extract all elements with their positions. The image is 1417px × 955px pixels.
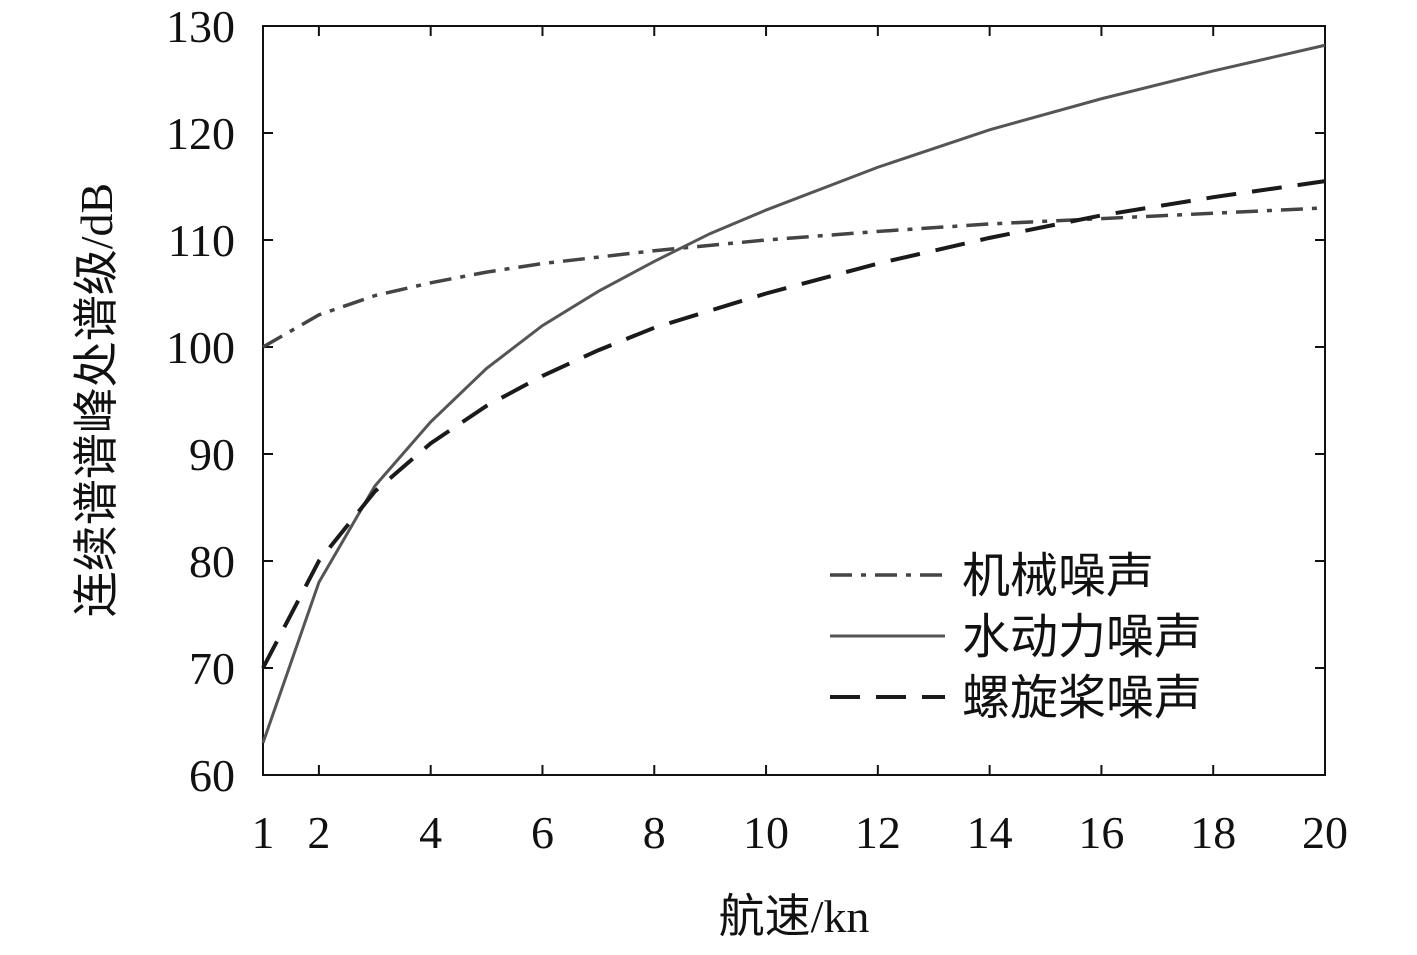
y-tick-label: 70 bbox=[189, 643, 235, 694]
x-tick-label: 1 bbox=[252, 807, 275, 858]
y-tick-label: 120 bbox=[166, 108, 235, 159]
x-tick-label: 6 bbox=[531, 807, 554, 858]
y-tick-label: 130 bbox=[166, 1, 235, 52]
x-tick-label: 10 bbox=[743, 807, 789, 858]
legend-label: 水动力噪声 bbox=[962, 611, 1202, 664]
y-tick-label: 100 bbox=[166, 322, 235, 373]
y-tick-label: 90 bbox=[189, 429, 235, 480]
plot-frame bbox=[262, 25, 1326, 776]
x-tick-label: 18 bbox=[1190, 807, 1236, 858]
x-tick-label: 4 bbox=[419, 807, 442, 858]
x-tick-label: 12 bbox=[855, 807, 901, 858]
x-tick-label: 20 bbox=[1302, 807, 1348, 858]
y-tick-label: 80 bbox=[189, 536, 235, 587]
series-line-2 bbox=[261, 43, 1326, 744]
y-tick-label: 60 bbox=[189, 750, 235, 801]
x-tick-label: 8 bbox=[643, 807, 666, 858]
x-tick-label: 16 bbox=[1078, 807, 1124, 858]
y-tick-label: 110 bbox=[168, 215, 235, 266]
series-line-3 bbox=[261, 179, 1326, 669]
x-axis-label: 航速/kn bbox=[719, 891, 870, 942]
y-axis-label: 连续谱谱峰处谱级/dB bbox=[71, 183, 122, 617]
legend-label: 螺旋桨噪声 bbox=[962, 672, 1202, 725]
x-tick-label: 2 bbox=[307, 807, 330, 858]
x-tick-label: 14 bbox=[967, 807, 1013, 858]
series-line-1 bbox=[262, 206, 1326, 349]
legend-label: 机械噪声 bbox=[962, 550, 1154, 603]
